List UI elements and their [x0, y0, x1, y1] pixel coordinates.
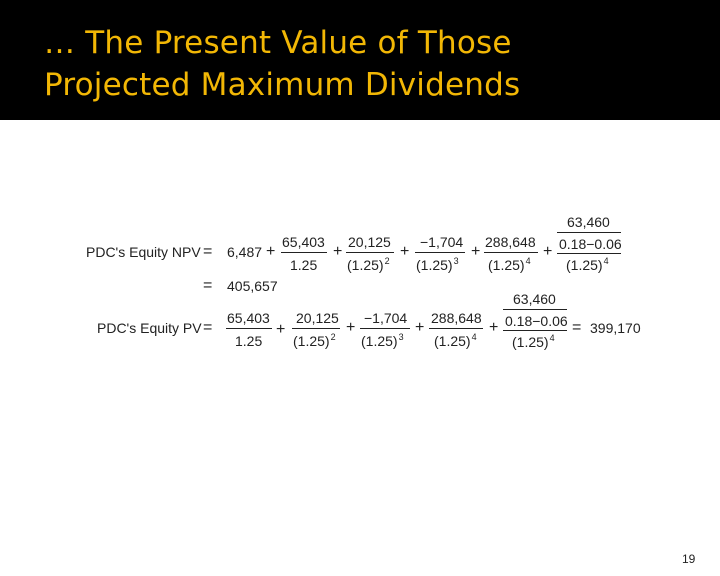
pv-result: 399,170: [590, 320, 641, 336]
npv-plus-4: +: [471, 243, 481, 260]
npv-terminal-inner-numerator: 63,460: [567, 214, 610, 230]
npv-term2-denominator: (1.25)2: [347, 256, 390, 273]
npv-terminal-inner-bar: [557, 232, 621, 233]
npv-terminal-fraction-bar: [557, 253, 621, 254]
npv-plus-3: +: [400, 243, 410, 260]
pv-term2-fraction-bar: [292, 328, 340, 329]
pv-equals: =: [203, 319, 213, 336]
pv-term1-fraction-bar: [226, 328, 272, 329]
npv-equals: =: [203, 243, 213, 260]
npv-term4-fraction-bar: [484, 252, 538, 253]
npv-term4-denominator: (1.25)4: [488, 256, 531, 273]
npv-result: 405,657: [227, 278, 278, 294]
npv-plus-5: +: [543, 243, 553, 260]
pv-terminal-inner-bar: [503, 309, 567, 310]
npv-term1-fraction-bar: [281, 252, 327, 253]
npv-label: PDC's Equity NPV: [86, 244, 201, 260]
npv-plus-2: +: [333, 243, 343, 260]
pv-terminal-denominator: (1.25)4: [512, 333, 555, 350]
npv-term3-fraction-bar: [415, 252, 465, 253]
pv-term3-fraction-bar: [360, 328, 410, 329]
pv-plus-3: +: [415, 319, 425, 336]
pv-plus-4: +: [489, 319, 499, 336]
pv-terminal-fraction-bar: [503, 330, 567, 331]
npv-result-equals: =: [203, 277, 213, 294]
pv-term2-numerator: 20,125: [296, 310, 339, 326]
npv-terminal-inner-denominator: 0.18−0.06: [559, 236, 622, 252]
slide-title: … The Present Value of Those Projected M…: [44, 22, 704, 106]
pv-term4-denominator: (1.25)4: [434, 332, 477, 349]
npv-plus-1: +: [266, 243, 276, 260]
pv-term4-fraction-bar: [429, 328, 483, 329]
slide-title-line-2: Projected Maximum Dividends: [44, 67, 521, 103]
npv-constant: 6,487: [227, 244, 263, 260]
pv-terminal-inner-numerator: 63,460: [513, 291, 556, 307]
npv-term3-numerator: −1,704: [420, 234, 464, 250]
npv-terminal-denominator: (1.25)4: [566, 256, 609, 273]
page-number: 19: [682, 552, 696, 566]
pv-plus-1: +: [276, 321, 286, 338]
pv-term4-numerator: 288,648: [431, 310, 482, 326]
slide-title-line-1: … The Present Value of Those: [44, 25, 512, 61]
npv-term2-fraction-bar: [346, 252, 394, 253]
pv-term1-numerator: 65,403: [227, 310, 270, 326]
npv-term1-numerator: 65,403: [282, 234, 325, 250]
title-bar: … The Present Value of Those Projected M…: [0, 0, 720, 120]
pv-term3-denominator: (1.25)3: [361, 332, 404, 349]
pv-result-equals: =: [572, 319, 582, 336]
pv-term3-numerator: −1,704: [364, 310, 408, 326]
npv-term2-numerator: 20,125: [348, 234, 391, 250]
pv-label: PDC's Equity PV: [97, 320, 202, 336]
npv-term1-denominator: 1.25: [290, 257, 318, 273]
npv-term3-denominator: (1.25)3: [416, 256, 459, 273]
pv-term1-denominator: 1.25: [235, 333, 263, 349]
npv-term4-numerator: 288,648: [485, 234, 536, 250]
pv-plus-2: +: [346, 319, 356, 336]
pv-terminal-inner-denominator: 0.18−0.06: [505, 313, 568, 329]
pv-term2-denominator: (1.25)2: [293, 332, 336, 349]
